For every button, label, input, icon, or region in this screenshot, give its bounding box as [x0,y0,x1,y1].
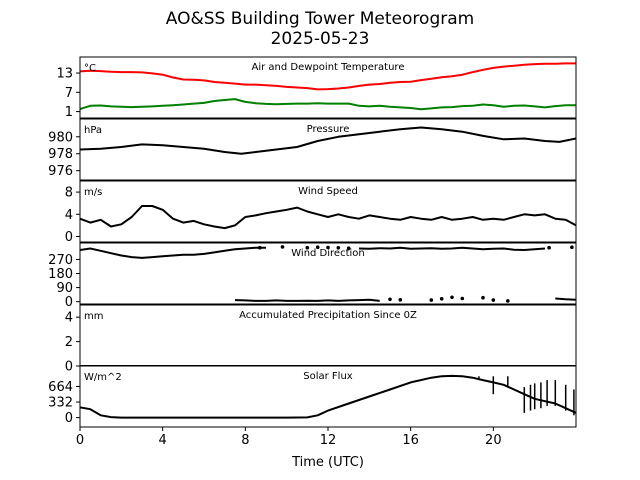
y-tick-label: 270 [48,253,73,268]
panel-frame-wind_speed [79,180,577,243]
panels-group: 1 7 13 °C Air and Dewpoint Temperature 976 978… [48,56,577,428]
panel-unit-wind_speed: m/s [84,187,102,198]
panel-frame-pressure [79,118,577,181]
panel-wind_speed: 0 4 8 m/s Wind Speed [65,180,577,245]
wind-direction-point [460,296,465,301]
plot-area-wind_speed [80,205,576,230]
panel-precip: 0 2 4 mm Accumulated Precipitation Since 0Z [65,304,577,375]
y-tick-label: 976 [48,164,73,179]
panel-title-solar: Solar Flux [303,371,353,382]
y-tick-label: 4 [65,311,73,326]
wind-direction-point [326,245,330,250]
plot-area-temperature [80,62,576,111]
wind-direction-point [258,245,262,250]
series-line-solar-0 [80,374,576,419]
wind-direction-point [450,295,454,300]
wind-direction-point [491,298,496,302]
wind-direction-point [280,245,285,249]
x-tick-label: 20 [485,433,502,448]
series-line-pressure-0 [80,126,576,155]
series-line-temperature-0 [80,62,576,91]
y-tick-label: 0 [65,360,73,375]
panel-unit-precip: mm [84,311,103,322]
wind-direction-point [315,245,320,249]
wind-direction-point [305,245,310,250]
wind-direction-point [547,245,551,250]
y-tick-label: 4 [65,208,73,223]
wind-direction-point [429,298,434,302]
wind-direction-point [481,295,485,300]
x-axis-label: Time (UTC) [291,455,364,470]
y-tick-label: 978 [48,147,73,162]
plot-area-solar [80,374,576,419]
panel-title-wind_speed: Wind Speed [298,186,358,197]
y-tick-label: 980 [48,130,73,145]
wind-direction-point [398,298,403,302]
panel-unit-pressure: hPa [84,125,102,136]
x-tick-label: 16 [402,433,419,448]
series-line-wind_speed-0 [80,205,576,230]
wind-direction-point [388,297,392,302]
panel-unit-solar: W/m^2 [84,372,122,383]
chart-subtitle: 2025-05-23 [271,29,370,49]
series-line-wind_direction-2 [358,246,546,251]
panel-temperature: 1 7 13 °C Air and Dewpoint Temperature [56,56,577,120]
y-tick-label: 13 [56,67,73,82]
wind-direction-point [570,245,574,249]
x-axis: 0 4 8 12 16 20 [76,427,502,448]
series-line-wind_direction-3 [555,297,576,301]
y-tick-label: 1 [65,105,73,120]
x-tick-label: 0 [76,433,84,448]
wind-direction-point [506,299,510,303]
wind-direction-point [336,246,341,250]
panel-unit-temperature: °C [84,63,96,74]
series-line-wind_direction-1 [234,298,380,302]
panel-title-pressure: Pressure [307,124,350,135]
panel-pressure: 976 978 980 hPa Pressure [48,118,577,181]
y-tick-label: 332 [48,396,73,411]
wind-direction-point [346,246,351,250]
y-tick-label: 90 [56,281,73,296]
panel-frame-temperature [79,56,577,119]
x-tick-label: 4 [159,433,167,448]
y-tick-label: 7 [65,86,73,101]
y-tick-label: 8 [65,186,73,201]
panel-title-precip: Accumulated Precipitation Since 0Z [239,310,417,321]
x-tick-label: 12 [320,433,337,448]
chart-title: AO&SS Building Tower Meteorogram [166,9,474,29]
series-line-wind_direction-0 [80,246,266,259]
x-tick-label: 8 [241,433,249,448]
plot-area-wind_direction [80,245,576,303]
y-tick-label: 0 [65,230,73,245]
panel-title-temperature: Air and Dewpoint Temperature [252,62,405,73]
plot-area-pressure [80,126,576,155]
y-tick-label: 0 [65,411,73,426]
y-tick-label: 0 [65,295,73,310]
y-tick-label: 2 [65,335,73,350]
y-tick-label: 180 [48,267,73,282]
panel-title-wind_direction: Wind Direction [291,248,365,259]
y-tick-label: 664 [48,380,73,395]
series-line-temperature-1 [80,98,576,111]
wind-direction-point [439,297,444,301]
